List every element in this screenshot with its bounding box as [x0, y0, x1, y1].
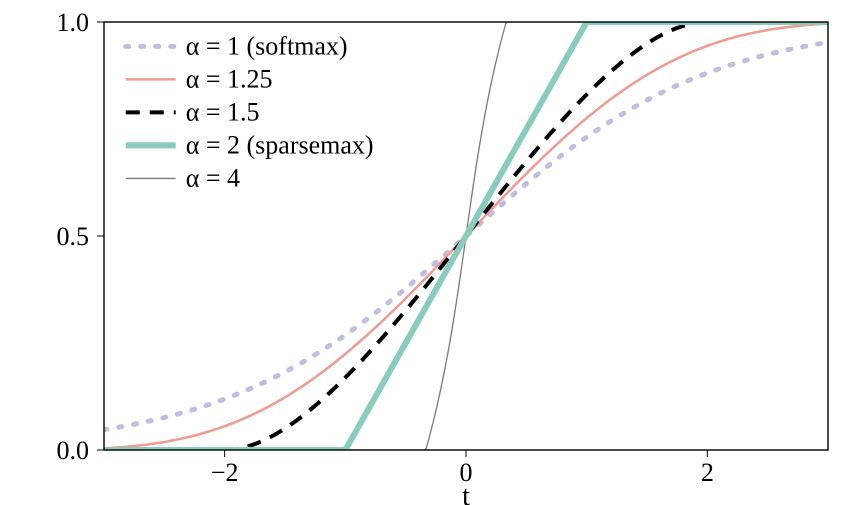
ytick-label: 0.5	[57, 222, 90, 251]
chart-bg	[0, 0, 850, 505]
chart-svg: −2020.00.51.0tα = 1 (softmax)α = 1.25α =…	[0, 0, 850, 505]
ytick-label: 0.0	[57, 436, 90, 465]
legend-label-a15: α = 1.5	[186, 97, 260, 126]
xtick-label: 2	[701, 458, 714, 487]
ytick-label: 1.0	[57, 8, 90, 37]
legend-label-a125: α = 1.25	[186, 64, 273, 93]
legend-label-a1: α = 1 (softmax)	[186, 31, 348, 60]
entmax-chart: −2020.00.51.0tα = 1 (softmax)α = 1.25α =…	[0, 0, 850, 505]
legend-label-a2: α = 2 (sparsemax)	[186, 130, 374, 159]
xtick-label: −2	[211, 458, 239, 487]
x-axis-title: t	[462, 481, 470, 505]
legend-label-a4: α = 4	[186, 163, 240, 192]
